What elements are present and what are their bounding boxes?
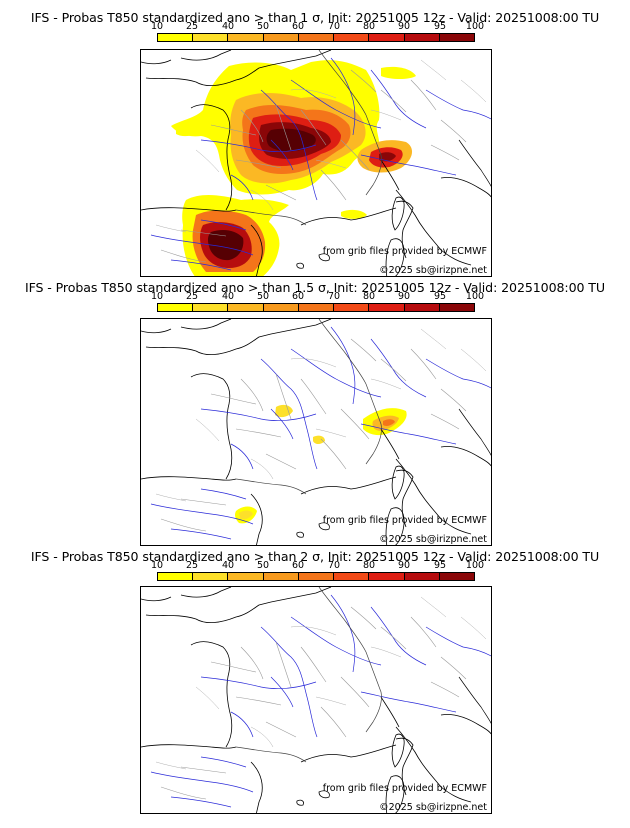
colorbar-swatch bbox=[263, 34, 299, 41]
probability-field bbox=[235, 404, 407, 524]
colorbar-swatch bbox=[439, 304, 474, 311]
colorbar-tick: 95 bbox=[433, 291, 447, 302]
colorbar-ticks: 10 25 40 50 60 70 80 90 95 100 bbox=[151, 560, 484, 572]
probability-field bbox=[171, 60, 416, 276]
colorbar-tick: 70 bbox=[327, 21, 341, 32]
colorbar-swatch bbox=[298, 573, 335, 580]
colorbar-swatch bbox=[158, 34, 194, 41]
colorbar-swatch bbox=[228, 34, 264, 41]
panel-title: IFS - Probas T850 standardized ano > tha… bbox=[24, 280, 606, 295]
colorbar-swatch bbox=[369, 573, 405, 580]
colorbar-tick: 95 bbox=[433, 21, 447, 32]
panel-title: IFS - Probas T850 standardized ano > tha… bbox=[30, 10, 600, 25]
copyright-credit: ©2025 sb@irizpne.net bbox=[379, 534, 487, 545]
copyright-credit: ©2025 sb@irizpne.net bbox=[379, 265, 487, 276]
colorbar-swatch bbox=[334, 34, 370, 41]
colorbar-tick: 40 bbox=[221, 21, 235, 32]
colorbar-tick: 80 bbox=[362, 291, 376, 302]
colorbar-ticks: 10 25 40 50 60 70 80 90 95 100 bbox=[151, 291, 484, 303]
colorbar-swatch bbox=[439, 34, 474, 41]
colorbar-tick: 90 bbox=[397, 560, 411, 571]
colorbar-tick: 100 bbox=[465, 291, 485, 302]
probability-map: from grib files provided by ECMWF ©2025 … bbox=[140, 49, 492, 277]
colorbar-tick: 60 bbox=[291, 560, 305, 571]
colorbar-swatch bbox=[298, 34, 335, 41]
colorbar-swatch bbox=[193, 34, 229, 41]
colorbar-swatch bbox=[404, 34, 440, 41]
colorbar-tick: 70 bbox=[327, 560, 341, 571]
colorbar-tick: 80 bbox=[362, 560, 376, 571]
colorbar-tick: 60 bbox=[291, 291, 305, 302]
colorbar-swatch bbox=[228, 304, 264, 311]
colorbar-tick: 100 bbox=[465, 21, 485, 32]
colorbar-tick: 40 bbox=[221, 560, 235, 571]
colorbar bbox=[157, 572, 475, 581]
panel-title: IFS - Probas T850 standardized ano > tha… bbox=[30, 549, 600, 564]
colorbar-swatch bbox=[228, 573, 264, 580]
colorbar-tick: 50 bbox=[256, 21, 270, 32]
colorbar-tick: 100 bbox=[465, 560, 485, 571]
colorbar-swatch bbox=[263, 304, 299, 311]
colorbar-tick: 95 bbox=[433, 560, 447, 571]
colorbar-swatch bbox=[263, 573, 299, 580]
colorbar-swatch bbox=[158, 304, 194, 311]
colorbar-swatch bbox=[193, 573, 229, 580]
colorbar-tick: 25 bbox=[185, 21, 199, 32]
probability-map: from grib files provided by ECMWF ©2025 … bbox=[140, 586, 492, 814]
source-credit: from grib files provided by ECMWF bbox=[322, 515, 487, 526]
colorbar-swatch bbox=[404, 573, 440, 580]
panel-1: IFS - Probas T850 standardized ano > tha… bbox=[0, 0, 630, 277]
source-credit: from grib files provided by ECMWF bbox=[322, 783, 487, 794]
colorbar-swatch bbox=[158, 573, 194, 580]
colorbar-tick: 25 bbox=[185, 291, 199, 302]
probability-map: from grib files provided by ECMWF ©2025 … bbox=[140, 318, 492, 546]
colorbar-swatch bbox=[439, 573, 474, 580]
colorbar bbox=[157, 303, 475, 312]
colorbar-ticks: 10 25 40 50 60 70 80 90 95 100 bbox=[151, 21, 484, 33]
colorbar-swatch bbox=[369, 304, 405, 311]
colorbar-tick: 70 bbox=[327, 291, 341, 302]
panel-2: IFS - Probas T850 standardized ano > tha… bbox=[0, 270, 630, 546]
colorbar-tick: 60 bbox=[291, 21, 305, 32]
source-credit: from grib files provided by ECMWF bbox=[322, 246, 487, 257]
panel-3: IFS - Probas T850 standardized ano > tha… bbox=[0, 539, 630, 815]
colorbar-tick: 90 bbox=[397, 21, 411, 32]
colorbar-tick: 40 bbox=[221, 291, 235, 302]
colorbar-swatch bbox=[193, 304, 229, 311]
colorbar-tick: 90 bbox=[397, 291, 411, 302]
colorbar-swatch bbox=[369, 34, 405, 41]
colorbar-swatch bbox=[334, 573, 370, 580]
colorbar-swatch bbox=[334, 304, 370, 311]
copyright-credit: ©2025 sb@irizpne.net bbox=[379, 802, 487, 813]
colorbar-tick: 10 bbox=[150, 560, 164, 571]
colorbar-swatch bbox=[298, 304, 335, 311]
colorbar-tick: 10 bbox=[150, 21, 164, 32]
colorbar-tick: 50 bbox=[256, 560, 270, 571]
colorbar-tick: 25 bbox=[185, 560, 199, 571]
colorbar-tick: 10 bbox=[150, 291, 164, 302]
colorbar-tick: 50 bbox=[256, 291, 270, 302]
colorbar-tick: 80 bbox=[362, 21, 376, 32]
colorbar-swatch bbox=[404, 304, 440, 311]
colorbar bbox=[157, 33, 475, 42]
